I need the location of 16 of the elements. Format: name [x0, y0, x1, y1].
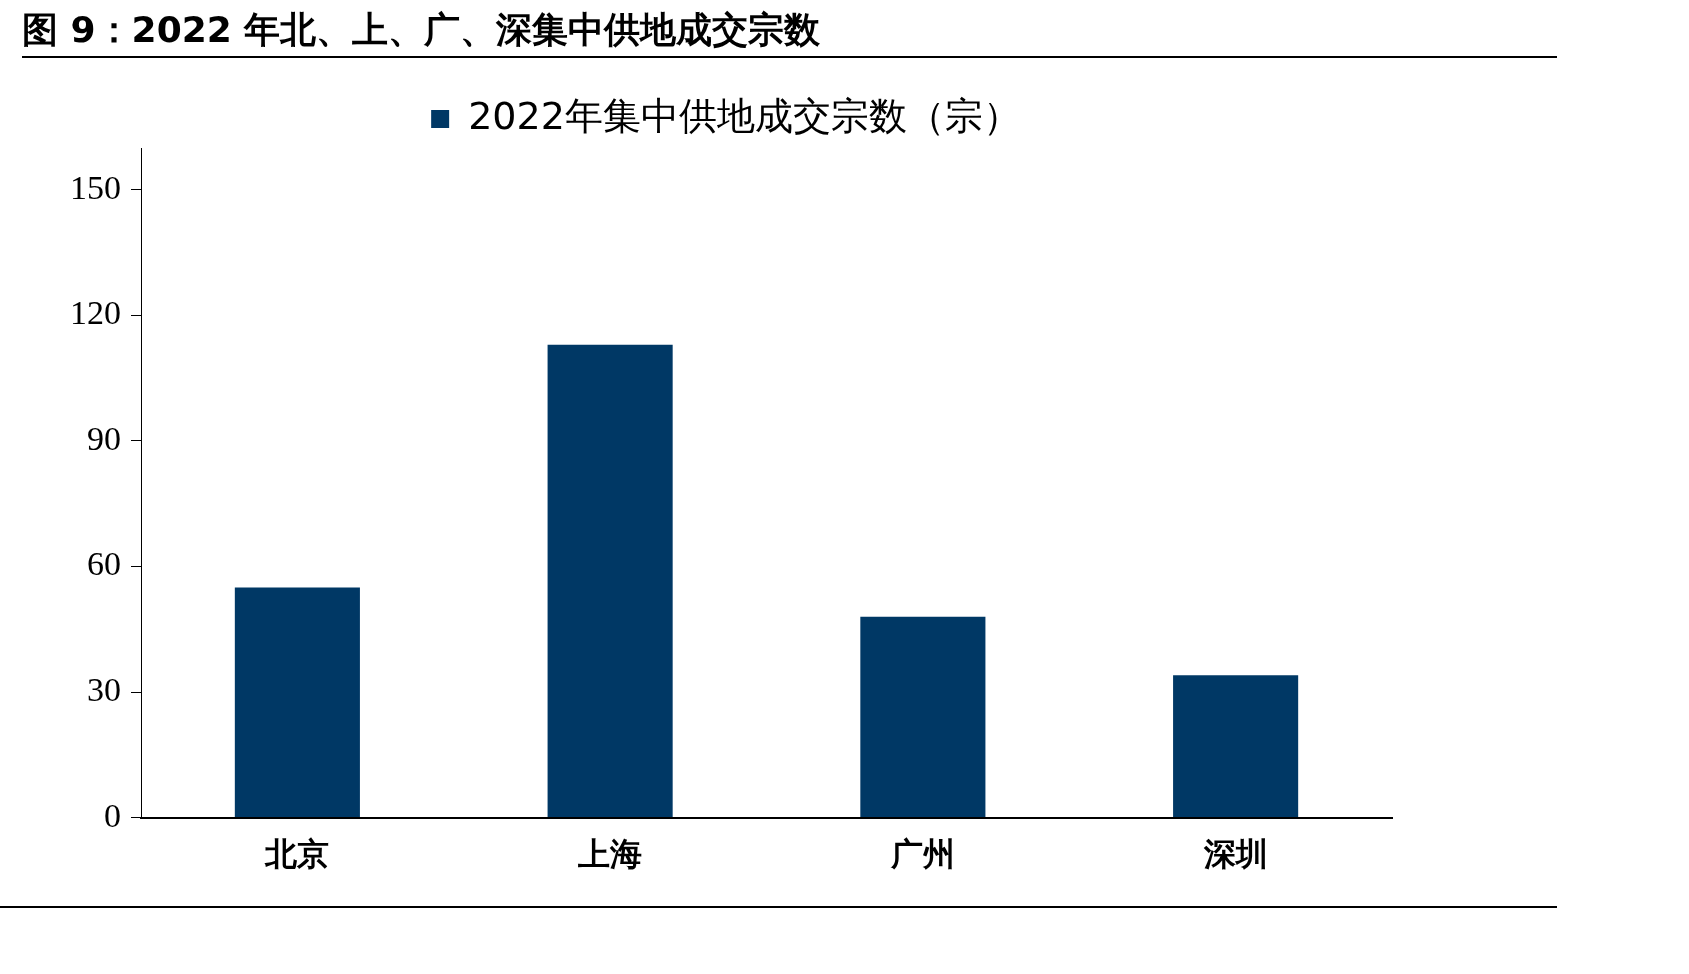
- x-tick-label: 上海: [577, 835, 643, 874]
- y-tick-label: 0: [104, 796, 121, 834]
- y-tick-label: 120: [70, 294, 121, 332]
- y-tick-label: 150: [70, 168, 121, 206]
- x-tick-label: 北京: [264, 835, 330, 874]
- x-tick-label: 深圳: [1202, 835, 1268, 874]
- y-tick-label: 30: [87, 670, 121, 708]
- bar: [547, 344, 673, 818]
- legend-label: 2022年集中供地成交宗数（宗）: [468, 93, 1021, 138]
- x-tick-label: 广州: [889, 835, 955, 874]
- chart-title: 图 9：2022 年北、上、广、深集中供地成交宗数: [22, 4, 1557, 58]
- y-tick-label: 60: [87, 545, 121, 583]
- bar: [234, 587, 360, 818]
- bar: [1173, 675, 1299, 818]
- y-tick-label: 90: [87, 419, 121, 457]
- bar: [860, 616, 986, 818]
